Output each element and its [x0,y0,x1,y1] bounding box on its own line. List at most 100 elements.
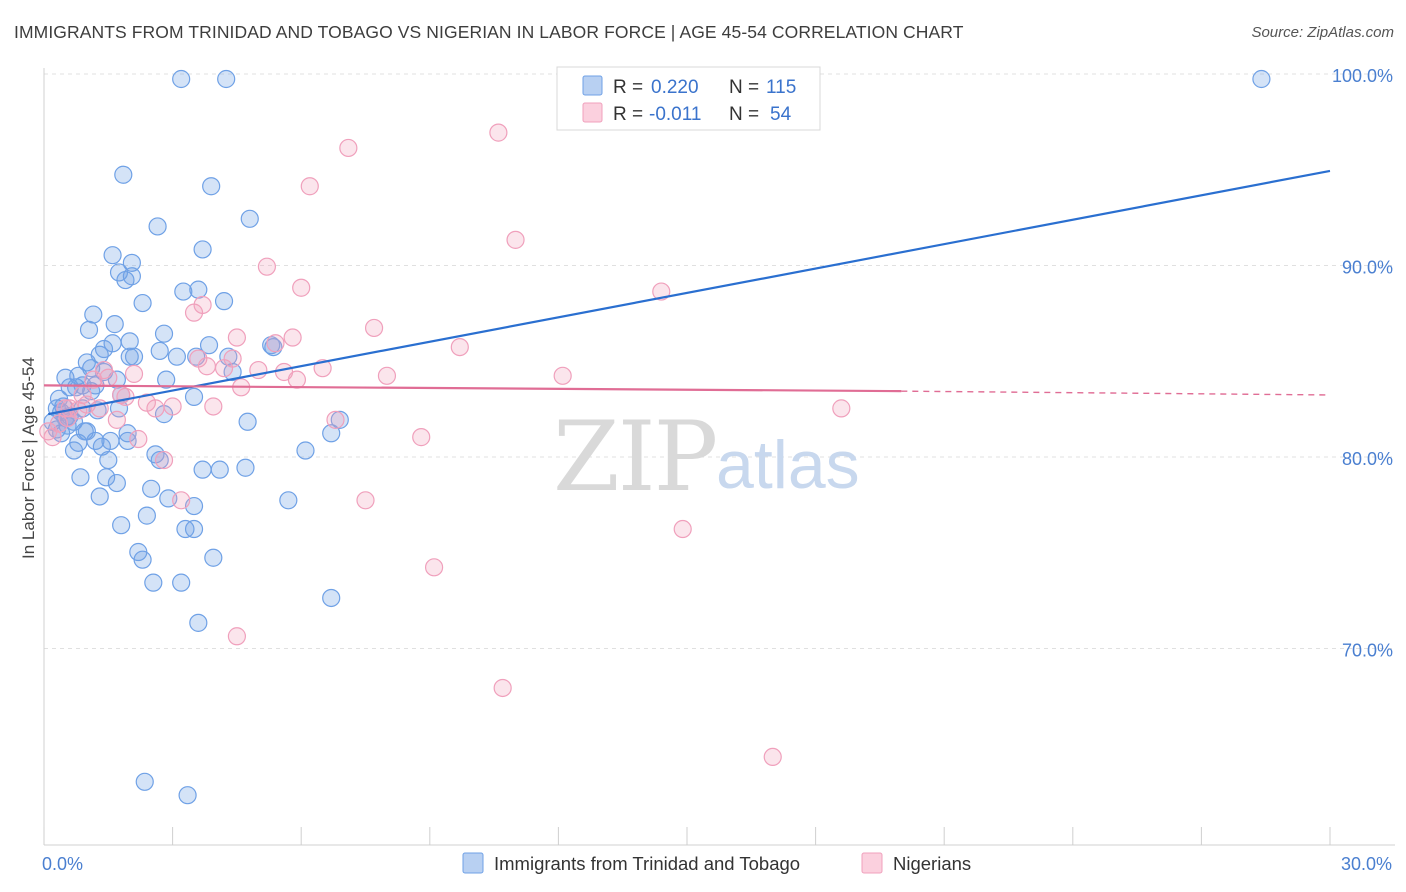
legend-r-label: R = [613,77,643,98]
point-trinidad [120,347,139,366]
axes [43,68,1395,846]
point-nigerian [146,399,165,418]
point-trinidad [223,362,242,382]
point-nigerian [424,558,444,577]
point-nigerian [266,334,285,353]
legend-r-label-2: R = [613,104,643,125]
trendline-trinidad [48,169,1331,416]
point-trinidad [184,519,204,539]
watermark-atlas: atlas [716,427,860,503]
point-trinidad [144,573,163,592]
point-nigerian [300,177,319,196]
point-nigerian [763,747,782,767]
y-tick-label: 100.0% [1332,66,1393,86]
point-trinidad [157,370,176,389]
point-nigerian [107,410,126,429]
trendline-nigerian-extension [901,390,1331,396]
point-trinidad [202,177,221,196]
series-swatch-nigerian [861,852,883,874]
point-nigerian [356,491,375,510]
point-nigerian [506,230,525,249]
point-nigerian [172,491,191,510]
point-trinidad [124,347,144,366]
point-nigerian [339,138,358,158]
series-label-trinidad: Immigrants from Trinidad and Tobago [494,853,800,874]
point-trinidad [103,334,122,353]
series-swatch-trinidad [462,852,484,874]
legend: R = 0.220 N = 115 R = -0.011 N = 54 [556,66,821,131]
point-trinidad [122,253,141,272]
legend-n-label: N = [729,77,759,98]
point-nigerian [832,399,851,418]
legend-n-label-2: N = [729,104,759,125]
point-trinidad [240,209,259,228]
point-trinidad [167,347,186,366]
chart-title: IMMIGRANTS FROM TRINIDAD AND TOBAGO VS N… [14,22,964,42]
point-nigerian [673,519,692,539]
point-nigerian [99,368,118,387]
legend-swatch-pink [582,102,603,123]
point-trinidad [84,305,103,324]
point-trinidad [210,460,229,479]
point-nigerian [553,366,572,385]
series-label-nigerian: Nigerians [893,853,971,874]
point-nigerian [124,364,144,384]
point-trinidad [217,69,236,89]
point-trinidad [174,282,193,301]
y-tick-label: 80.0% [1342,449,1393,469]
point-trinidad [189,613,208,632]
point-trinidad [142,479,161,498]
point-trinidad [112,516,131,535]
legend-r-value-blue: 0.220 [651,77,699,98]
point-nigerian [652,282,671,301]
series-trinidad-points [43,69,1271,805]
point-nigerian [287,370,307,389]
point-trinidad [172,573,191,592]
point-trinidad [154,324,174,343]
point-trinidad [279,491,298,510]
point-trinidad [193,460,212,479]
point-nigerian [292,278,311,297]
legend-r-value-pink: -0.011 [649,104,701,125]
watermark-zip: ZIP [553,401,716,513]
point-nigerian [154,450,174,470]
point-trinidad [214,292,234,311]
point-trinidad [296,441,315,460]
trendlines [43,169,1331,416]
point-trinidad [122,267,141,286]
series-legend: Immigrants from Trinidad and Tobago Nige… [462,852,971,874]
watermark: ZIP atlas [553,401,860,513]
point-nigerian [257,257,277,276]
point-trinidad [133,550,152,569]
point-trinidad [71,468,90,487]
point-trinidad [193,240,212,259]
point-trinidad [330,410,349,429]
point-trinidad [238,412,257,431]
point-trinidad [1252,69,1271,89]
grid-lines [44,73,1395,649]
point-nigerian [116,387,135,406]
point-nigerian [493,678,512,698]
y-tick-labels: 70.0% 80.0% 90.0% 100.0% [1332,66,1393,661]
point-trinidad [150,450,169,470]
point-nigerian [223,349,242,368]
point-trinidad [204,548,223,567]
point-trinidad [133,293,152,313]
point-trinidad [114,165,133,184]
point-nigerian [227,627,246,646]
point-nigerian [193,295,212,315]
point-nigerian [204,397,223,416]
legend-n-value-blue: 115 [766,77,796,98]
point-nigerian [283,328,302,347]
point-trinidad [120,332,139,351]
point-trinidad [189,280,208,299]
point-trinidad [101,431,120,451]
source-credit: Source: ZipAtlas.com [1251,24,1394,41]
point-trinidad [199,336,219,355]
point-trinidad [322,588,341,608]
point-nigerian [489,123,508,142]
point-nigerian [163,397,182,416]
point-nigerian [412,428,431,447]
point-trinidad [322,424,341,443]
point-trinidad [172,69,191,89]
